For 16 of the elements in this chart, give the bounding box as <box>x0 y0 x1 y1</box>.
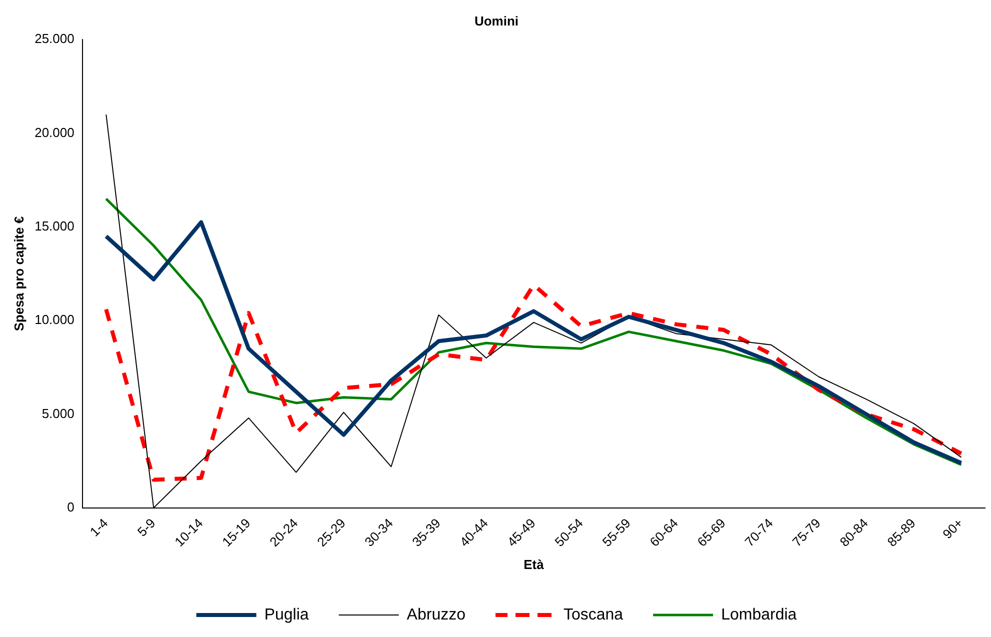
legend-label: Toscana <box>563 606 624 624</box>
y-tick-label: 10.000 <box>34 312 74 328</box>
x-tick-label: 1-4 <box>86 515 111 540</box>
x-tick-label: 5-9 <box>134 515 158 540</box>
legend-label: Puglia <box>264 606 309 624</box>
legend-label: Abruzzo <box>406 606 466 624</box>
legend-label: Lombardia <box>721 606 797 624</box>
y-tick-label: 15.000 <box>34 218 74 234</box>
y-axis-title: Spesa pro capite € <box>11 216 26 332</box>
y-tick-label: 25.000 <box>34 31 74 46</box>
x-tick-label: 90+ <box>940 515 966 542</box>
y-tick-label: 0 <box>67 499 74 514</box>
y-tick-label: 20.000 <box>34 124 74 140</box>
chart-title: Uomini <box>474 13 519 28</box>
y-tick-label: 5.000 <box>42 406 74 421</box>
x-axis-title: Età <box>524 556 545 572</box>
